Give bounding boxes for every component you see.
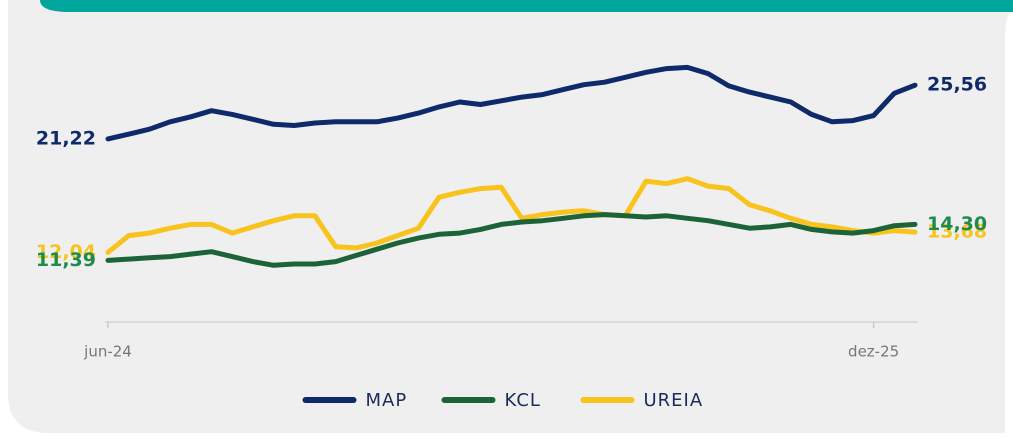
value-label: 11,39	[36, 249, 96, 271]
series-line	[105, 212, 918, 268]
legend-label: UREIA	[644, 390, 704, 411]
series-line	[105, 176, 918, 255]
card	[8, 0, 1013, 433]
x-tick-label: jun-24	[83, 343, 132, 361]
top-bar	[40, 0, 1013, 12]
legend-label: MAP	[366, 390, 408, 411]
legend-label: KCL	[505, 390, 541, 411]
series-line	[105, 64, 918, 142]
value-label: 13,68	[927, 221, 987, 243]
value-label: 12,04	[36, 241, 96, 263]
x-tick-label: dez-25	[848, 343, 899, 361]
value-label: 14,30	[927, 213, 987, 235]
value-label: 25,56	[927, 74, 987, 96]
card-edge	[1005, 12, 1013, 433]
value-label: 21,22	[36, 127, 96, 149]
